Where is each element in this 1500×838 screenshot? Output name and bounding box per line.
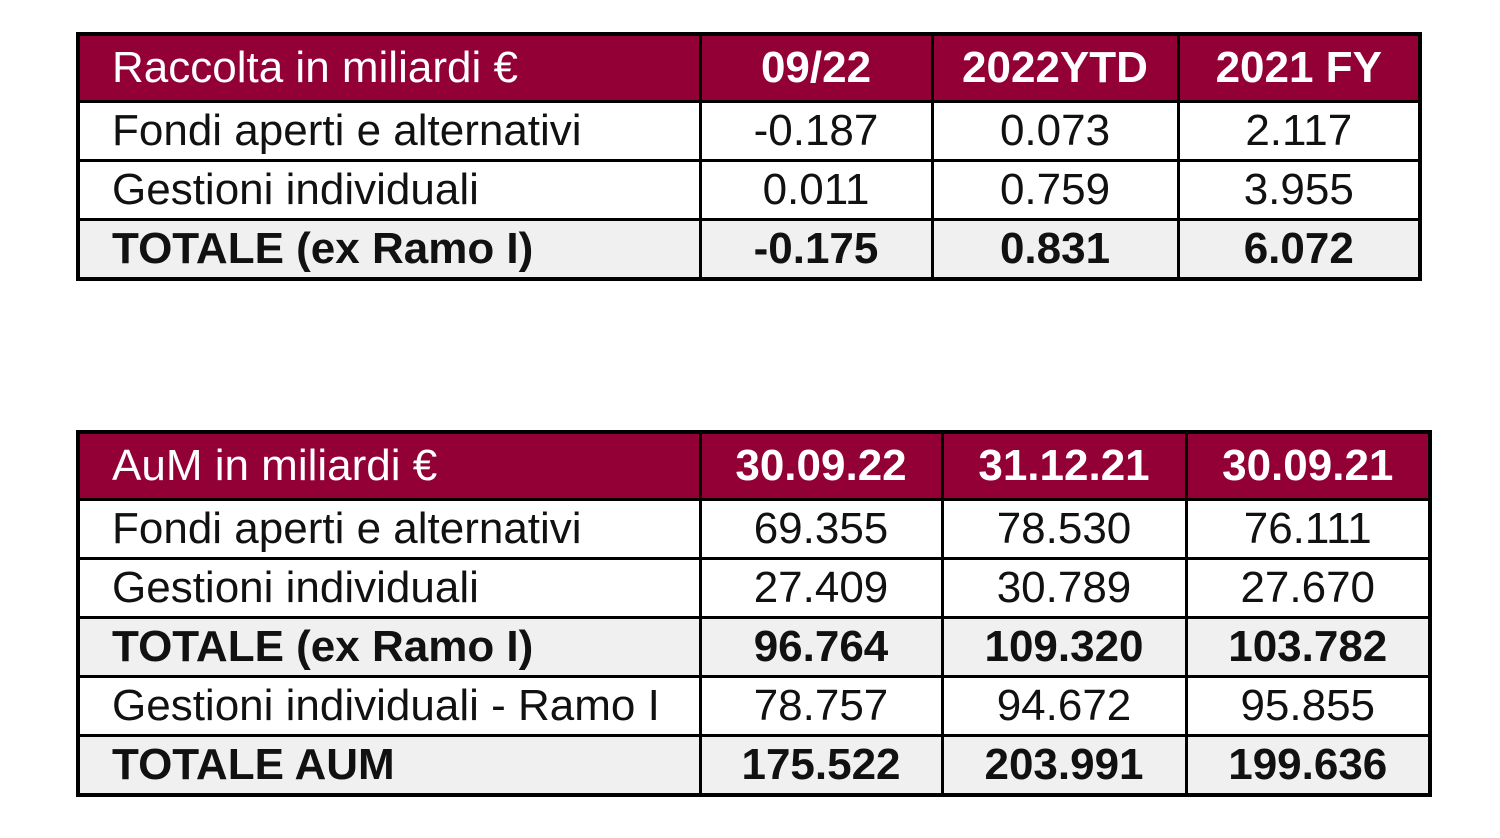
row-value: 0.759 [930,159,1180,221]
aum-header-col-2: 31.12.21 [940,430,1188,501]
row-value: 69.355 [698,498,944,560]
row-label: Fondi aperti e alternativi [76,498,702,560]
row-value: 95.855 [1184,675,1432,737]
aum-header-col-1: 30.09.22 [698,430,944,501]
total-label: TOTALE (ex Ramo I) [76,218,702,281]
total-row: TOTALE (ex Ramo I) 96.764 109.320 103.78… [76,616,1432,678]
row-value: 3.955 [1176,159,1422,221]
raccolta-header-row: Raccolta in miliardi € 09/22 2022YTD 202… [76,32,1422,103]
table-row: Gestioni individuali 0.011 0.759 3.955 [76,159,1422,221]
total-row: TOTALE (ex Ramo I) -0.175 0.831 6.072 [76,218,1422,281]
row-value: 0.011 [698,159,934,221]
total-value: -0.175 [698,218,934,281]
total-value: 6.072 [1176,218,1422,281]
aum-header-row: AuM in miliardi € 30.09.22 31.12.21 30.0… [76,430,1432,501]
table-row: Fondi aperti e alternativi 69.355 78.530… [76,498,1432,560]
row-label: Gestioni individuali [76,159,702,221]
row-value: 0.073 [930,100,1180,162]
aum-table: AuM in miliardi € 30.09.22 31.12.21 30.0… [76,430,1432,797]
aum-header-label: AuM in miliardi € [76,430,702,501]
total-label: TOTALE (ex Ramo I) [76,616,702,678]
table-row: Fondi aperti e alternativi -0.187 0.073 … [76,100,1422,162]
raccolta-header-label: Raccolta in miliardi € [76,32,702,103]
row-value: 78.757 [698,675,944,737]
grand-total-value: 175.522 [698,734,944,797]
row-value: 76.111 [1184,498,1432,560]
total-value: 109.320 [940,616,1188,678]
aum-header-col-3: 30.09.21 [1184,430,1432,501]
grand-total-row: TOTALE AUM 175.522 203.991 199.636 [76,734,1432,797]
table-row: Gestioni individuali - Ramo I 78.757 94.… [76,675,1432,737]
raccolta-header-col-2: 2022YTD [930,32,1180,103]
row-label: Gestioni individuali - Ramo I [76,675,702,737]
grand-total-label: TOTALE AUM [76,734,702,797]
row-value: 94.672 [940,675,1188,737]
raccolta-header-col-3: 2021 FY [1176,32,1422,103]
row-value: -0.187 [698,100,934,162]
row-value: 30.789 [940,557,1188,619]
total-value: 103.782 [1184,616,1432,678]
row-label: Gestioni individuali [76,557,702,619]
table-row: Gestioni individuali 27.409 30.789 27.67… [76,557,1432,619]
row-value: 78.530 [940,498,1188,560]
grand-total-value: 203.991 [940,734,1188,797]
row-value: 27.670 [1184,557,1432,619]
row-value: 27.409 [698,557,944,619]
grand-total-value: 199.636 [1184,734,1432,797]
raccolta-table: Raccolta in miliardi € 09/22 2022YTD 202… [76,32,1422,281]
total-value: 0.831 [930,218,1180,281]
row-label: Fondi aperti e alternativi [76,100,702,162]
raccolta-header-col-1: 09/22 [698,32,934,103]
row-value: 2.117 [1176,100,1422,162]
total-value: 96.764 [698,616,944,678]
